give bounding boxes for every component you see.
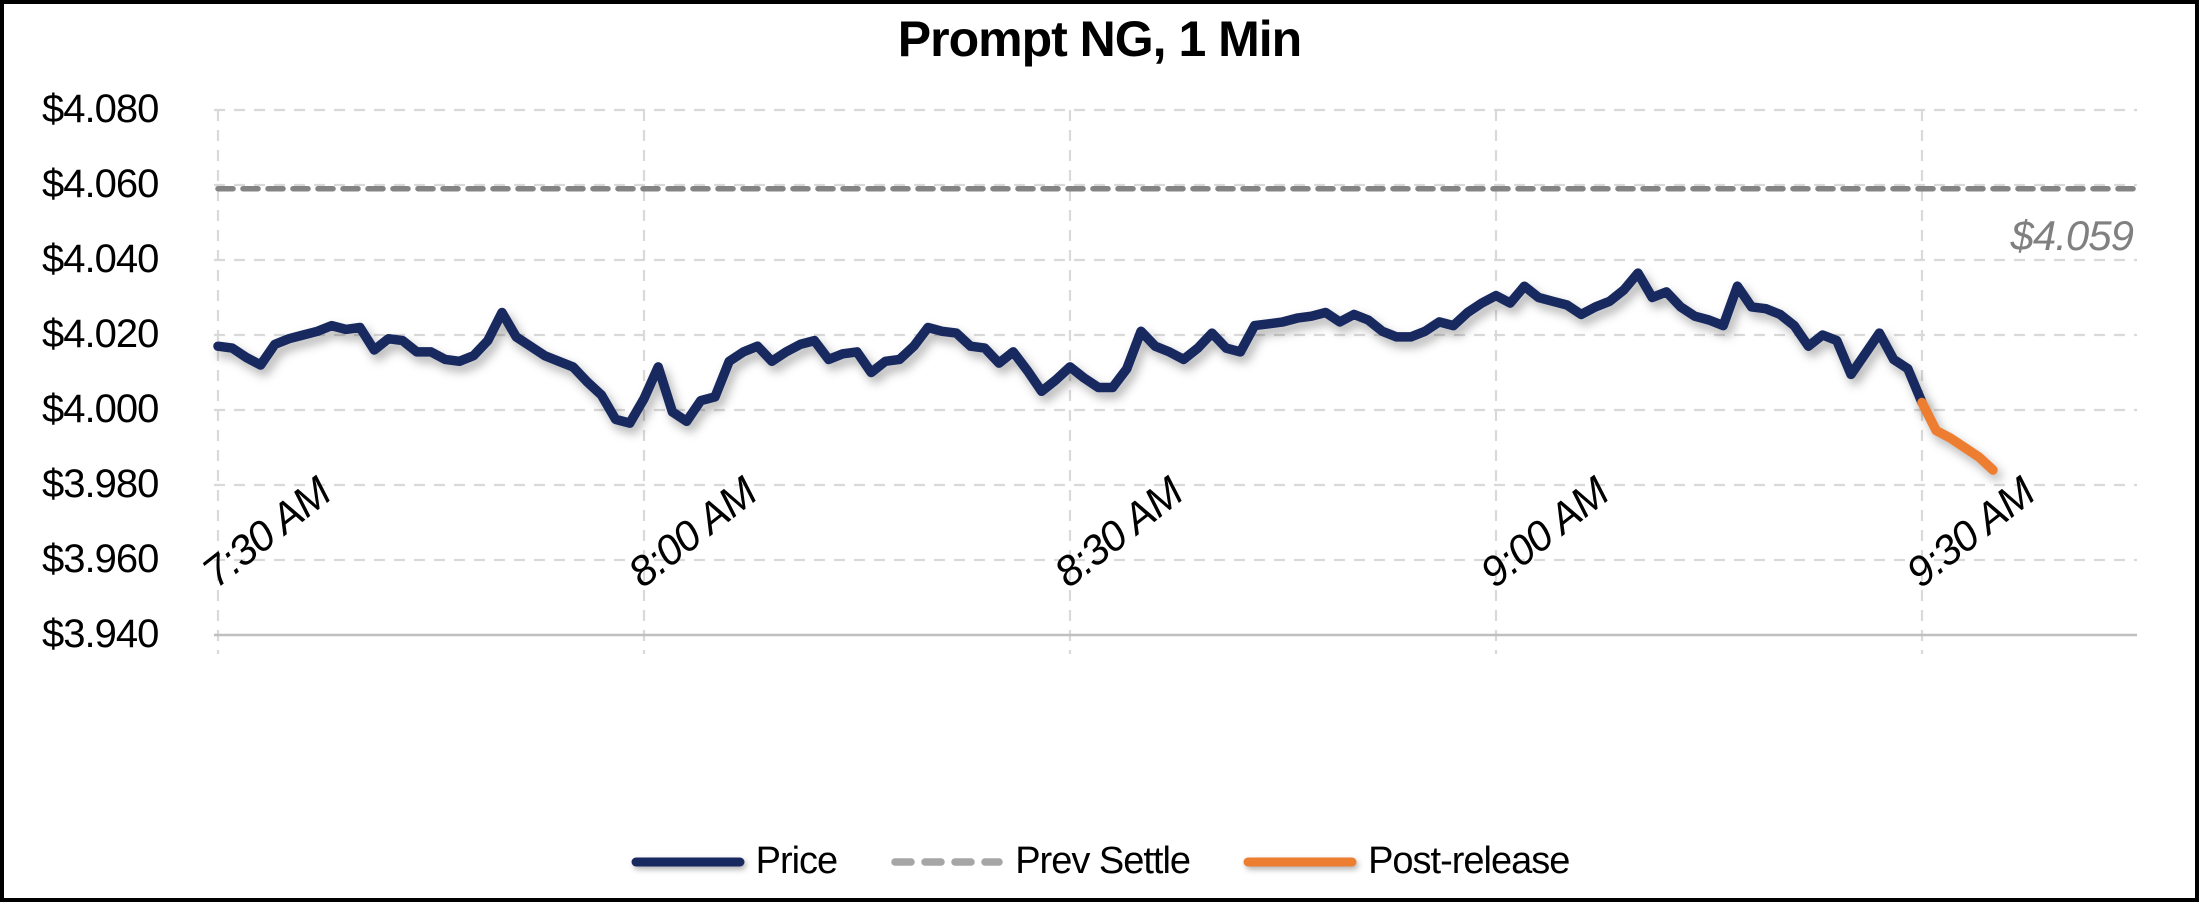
y-tick-label: $4.060 [42, 162, 159, 206]
post-release-line [1917, 397, 1998, 475]
legend-item-post-release: Post-release [1242, 840, 1570, 883]
legend-label-price: Price [755, 840, 839, 882]
y-tick-label: $4.040 [42, 237, 159, 281]
y-tick-label: $4.080 [42, 87, 159, 131]
y-tick-label: $3.960 [42, 537, 159, 581]
legend: Price Prev Settle Post-release [4, 840, 2195, 883]
prev-settle-value-label: $4.059 [2010, 212, 2134, 259]
legend-label-post-release: Post-release [1368, 840, 1570, 882]
price-line-swatch-icon [631, 857, 745, 866]
chart-canvas [213, 108, 2138, 654]
post-release-line-swatch-icon [1243, 857, 1357, 866]
y-tick-label: $3.940 [42, 612, 159, 656]
legend-item-prev-settle: Prev Settle [889, 840, 1191, 883]
legend-item-price: Price [630, 840, 838, 883]
y-tick-label: $3.980 [42, 462, 159, 506]
prev-settle-line-swatch-icon [891, 857, 1003, 866]
legend-label-prev-settle: Prev Settle [1015, 840, 1191, 882]
chart-title: Prompt NG, 1 Min [897, 11, 1302, 67]
y-tick-label: $4.020 [42, 312, 159, 356]
y-tick-label: $4.000 [42, 387, 159, 431]
price-line [213, 268, 1927, 428]
